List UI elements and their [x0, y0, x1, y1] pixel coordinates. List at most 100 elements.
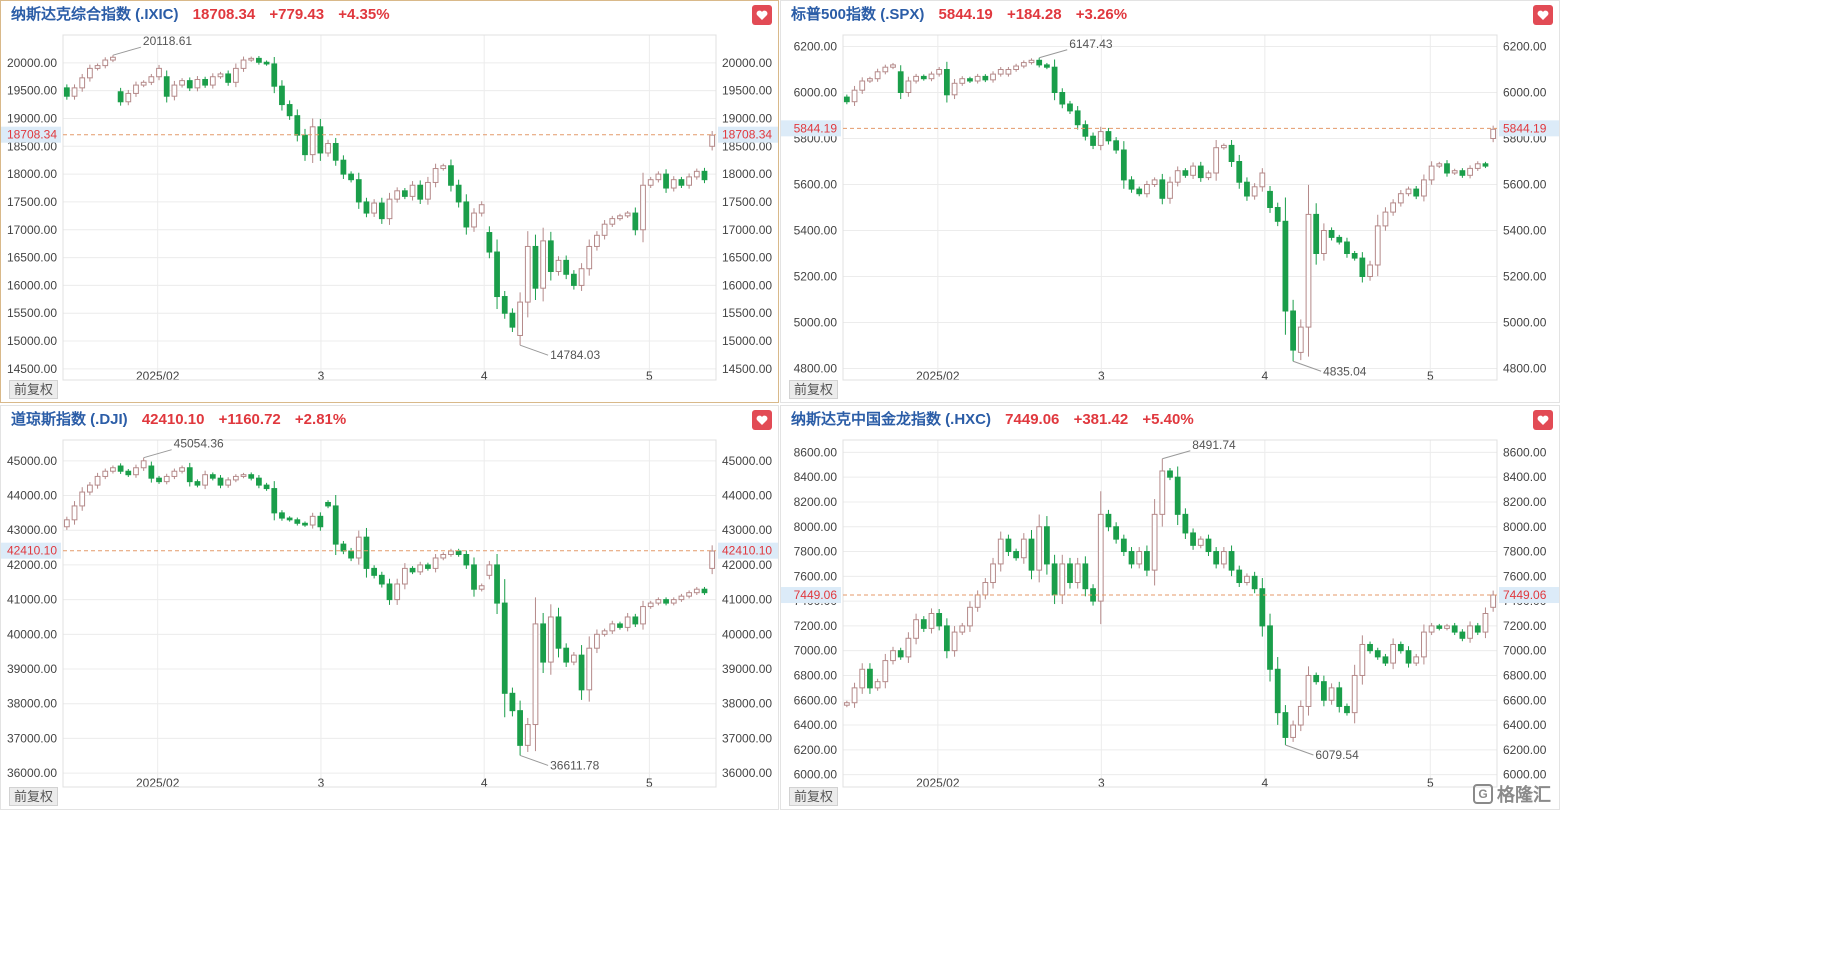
candle	[371, 202, 378, 214]
panel-spx[interactable]: 标普500指数 (.SPX) 5844.19 +184.28 +3.26% 62…	[780, 0, 1560, 403]
candle	[1167, 470, 1173, 478]
candle	[990, 563, 996, 584]
candlestick-chart[interactable]: 45000.00 45000.00 44000.00 44000.00 43000.00…	[1, 434, 780, 791]
low-annotation: 4835.04	[1323, 364, 1367, 378]
candle	[1267, 190, 1273, 208]
candle	[1313, 674, 1320, 683]
adjust-button[interactable]: 前复权	[9, 380, 59, 399]
candle	[263, 484, 270, 490]
price-change: +184.28	[1006, 6, 1062, 23]
logo: G 格隆汇	[1473, 781, 1551, 807]
y-tick-label: 6200.00	[794, 743, 838, 757]
candle	[1382, 211, 1389, 227]
y-tick-label: 18500.00	[7, 139, 57, 153]
pct-change: +4.35%	[338, 6, 390, 23]
heart-icon[interactable]	[1533, 5, 1553, 25]
candle	[540, 240, 547, 289]
candle	[340, 159, 347, 175]
candle	[133, 84, 139, 94]
annotation-leader	[519, 344, 549, 356]
candle	[1474, 163, 1481, 169]
y-tick-label: 14500.00	[722, 362, 772, 376]
candle	[1020, 538, 1027, 559]
candle	[232, 475, 239, 481]
candle	[1413, 656, 1420, 664]
annotation-leader	[112, 46, 142, 56]
candle	[71, 505, 78, 521]
y-tick-label: 5200.00	[1503, 270, 1547, 284]
candlestick-chart[interactable]: 8600.00 8600.00 8400.00 8400.00 8200.00 8200.…	[781, 434, 1561, 791]
candle	[1059, 563, 1066, 596]
candle	[271, 488, 278, 514]
x-tick-label: 3	[1098, 776, 1105, 790]
heart-icon[interactable]	[1533, 410, 1553, 430]
candle	[1113, 140, 1120, 151]
candle	[1367, 264, 1373, 277]
candle	[890, 650, 896, 662]
y-tick-label: 44000.00	[722, 489, 772, 503]
candle	[913, 75, 919, 82]
candle	[1051, 563, 1058, 596]
candle	[967, 78, 973, 82]
y-tick-label: 15000.00	[7, 334, 57, 348]
panel-ixic[interactable]: 纳斯达克综合指数 (.IXIC) 18708.34 +779.43 +4.35%…	[0, 0, 779, 403]
heart-icon[interactable]	[752, 5, 772, 25]
candle	[928, 613, 935, 629]
y-tick-label: 6000.00	[794, 86, 838, 100]
y-tick-label: 42000.00	[7, 558, 57, 572]
adjust-button[interactable]: 前复权	[789, 787, 839, 806]
candle	[332, 143, 339, 161]
candle	[1413, 188, 1420, 197]
candle	[1259, 588, 1266, 627]
low-annotation: 14784.03	[550, 348, 600, 362]
adjust-button[interactable]: 前复权	[789, 380, 839, 399]
x-tick-label: 4	[481, 776, 488, 790]
candle	[997, 538, 1004, 565]
adjust-button[interactable]: 前复权	[9, 787, 59, 806]
candle	[110, 467, 116, 472]
candle	[355, 179, 362, 203]
x-tick-label: 5	[1427, 776, 1434, 790]
y-tick-label: 7800.00	[794, 545, 838, 559]
panel-hxc[interactable]: 纳斯达克中国金龙指数 (.HXC) 7449.06 +381.42 +5.40%…	[780, 405, 1560, 810]
y-tick-label: 7200.00	[1503, 619, 1547, 633]
y-tick-label: 5600.00	[1503, 178, 1547, 192]
candle	[494, 564, 500, 604]
candle	[363, 201, 370, 214]
last-price-label: 42410.10	[7, 544, 57, 558]
y-tick-label: 6600.00	[1503, 693, 1547, 707]
candle	[540, 623, 547, 663]
heart-icon[interactable]	[752, 410, 772, 430]
panel-dji[interactable]: 道琼斯指数 (.DJI) 42410.10 +1160.72 +2.81% 45…	[0, 405, 779, 810]
candle	[1151, 179, 1158, 185]
y-tick-label: 7800.00	[1503, 545, 1547, 559]
x-tick-label: 2025/02	[916, 776, 960, 790]
candle	[1205, 538, 1212, 553]
candle	[1474, 625, 1481, 633]
candle	[693, 588, 700, 594]
candle	[882, 660, 889, 683]
candle	[209, 76, 216, 86]
candle	[1451, 625, 1458, 633]
candle	[851, 89, 858, 103]
plot-frame	[62, 439, 717, 788]
candle	[843, 96, 850, 103]
candle	[1359, 257, 1366, 278]
chart-title: 纳斯达克中国金龙指数 (.HXC) 7449.06 +381.42 +5.40%	[791, 410, 1194, 430]
candle	[386, 198, 393, 220]
candle	[102, 470, 109, 477]
candle	[1320, 681, 1327, 701]
last-price: 42410.10	[141, 411, 205, 428]
candle	[1082, 124, 1089, 137]
candle	[617, 215, 623, 220]
candle	[524, 245, 531, 303]
annotation-leader	[1039, 49, 1068, 59]
candle	[843, 702, 850, 706]
candle	[1228, 551, 1235, 571]
candlestick-chart[interactable]: 20000.00 20000.00 19500.00 19500.00 19000.00…	[1, 29, 780, 384]
candle	[87, 67, 93, 79]
candle	[302, 522, 308, 526]
y-tick-label: 6800.00	[794, 668, 838, 682]
x-tick-label: 3	[318, 369, 325, 383]
